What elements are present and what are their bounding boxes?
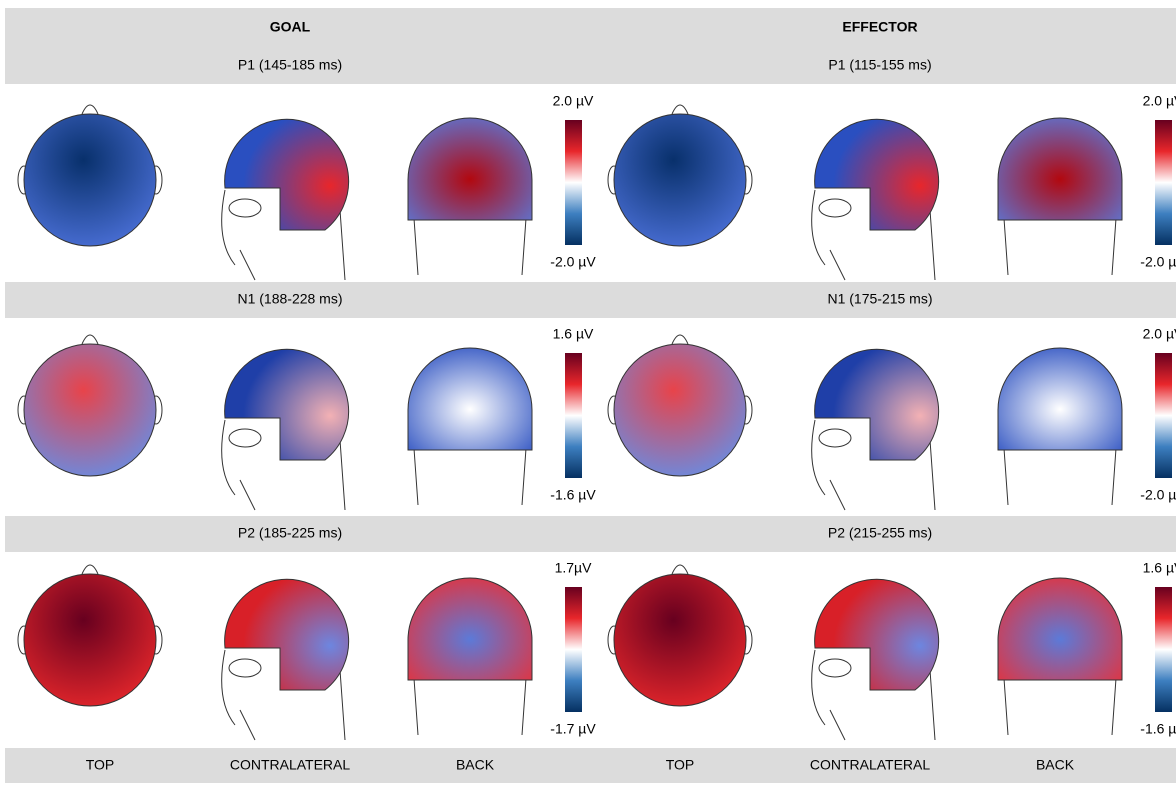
ear bbox=[819, 429, 851, 447]
colorbar bbox=[565, 587, 582, 712]
topomap-top bbox=[614, 344, 746, 476]
colorbar bbox=[565, 120, 582, 245]
ear bbox=[229, 429, 261, 447]
view-label: CONTRALATERAL bbox=[230, 757, 351, 773]
ear bbox=[229, 659, 261, 677]
view-label: TOP bbox=[666, 757, 695, 773]
colorbar bbox=[565, 353, 582, 478]
column-title: GOAL bbox=[270, 19, 311, 35]
topomap-back bbox=[408, 118, 532, 220]
band bbox=[5, 516, 1176, 552]
ear bbox=[819, 199, 851, 217]
scale-min: -1.6 µV bbox=[550, 487, 596, 503]
scale-min: -2.0 µV bbox=[550, 254, 596, 270]
scale-min: -2.0 µV bbox=[1140, 254, 1176, 270]
topomap-top bbox=[614, 574, 746, 706]
scale-max: 2.0 µV bbox=[1143, 326, 1176, 342]
figure: GOAL EFFECTOR P1 (145-185 ms) 2.0 µV -2.0 … bbox=[0, 0, 1176, 783]
head-outline bbox=[672, 105, 688, 114]
column-title: EFFECTOR bbox=[842, 19, 917, 35]
scale-min: -2.0 µV bbox=[1140, 487, 1176, 503]
time-window-label: P2 (215-255 ms) bbox=[828, 525, 932, 541]
scale-min: -1.7 µV bbox=[550, 721, 596, 737]
colorbar bbox=[1155, 587, 1172, 712]
time-window-label: N1 (188-228 ms) bbox=[237, 291, 342, 307]
view-label: TOP bbox=[86, 757, 115, 773]
ear bbox=[819, 659, 851, 677]
time-window-label: P1 (145-185 ms) bbox=[238, 57, 342, 73]
scale-max: 1.7µV bbox=[555, 560, 593, 576]
topomap-back bbox=[998, 118, 1122, 220]
band bbox=[5, 282, 1176, 318]
topomap-top bbox=[24, 114, 156, 246]
band bbox=[5, 8, 1176, 84]
time-window-label: P1 (115-155 ms) bbox=[828, 57, 931, 73]
head-outline bbox=[672, 565, 688, 574]
topomap-back bbox=[408, 578, 532, 680]
topomap-top bbox=[614, 114, 746, 246]
scale-max: 1.6 µV bbox=[553, 326, 594, 342]
topomap-top bbox=[24, 344, 156, 476]
topomap-back bbox=[408, 348, 532, 450]
scale-max: 1.6 µV bbox=[1143, 560, 1176, 576]
head-outline bbox=[82, 105, 98, 114]
topomap-top bbox=[24, 574, 156, 706]
scale-max: 2.0 µV bbox=[1143, 93, 1176, 109]
colorbar bbox=[1155, 353, 1172, 478]
scale-max: 2.0 µV bbox=[553, 93, 594, 109]
view-label: BACK bbox=[456, 757, 495, 773]
topomap-back bbox=[998, 348, 1122, 450]
topomap-back bbox=[998, 578, 1122, 680]
scale-min: -1.6 µV bbox=[1140, 721, 1176, 737]
head-outline bbox=[82, 335, 98, 344]
time-window-label: N1 (175-215 ms) bbox=[827, 291, 932, 307]
head-outline bbox=[82, 565, 98, 574]
head-outline bbox=[672, 335, 688, 344]
ear bbox=[229, 199, 261, 217]
time-window-label: P2 (185-225 ms) bbox=[238, 525, 342, 541]
view-label: BACK bbox=[1036, 757, 1075, 773]
view-label: CONTRALATERAL bbox=[810, 757, 931, 773]
band bbox=[5, 748, 1176, 783]
colorbar bbox=[1155, 120, 1172, 245]
